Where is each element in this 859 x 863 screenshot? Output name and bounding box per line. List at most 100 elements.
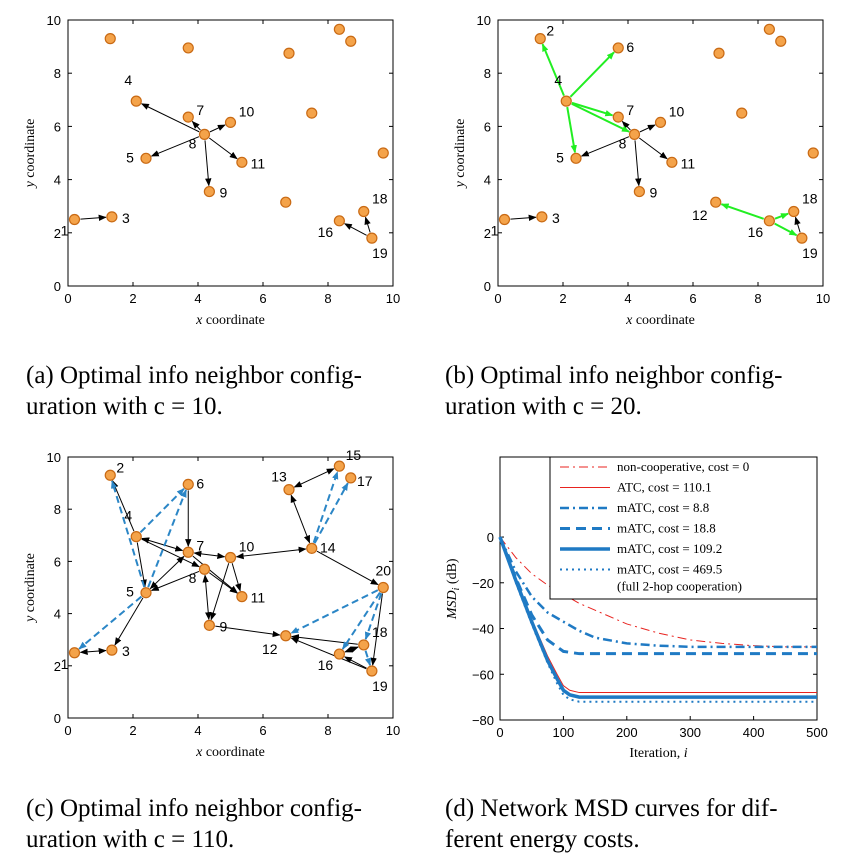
node-label-11: 11 <box>251 590 266 606</box>
node-7 <box>182 111 194 123</box>
y-tick-label: −60 <box>472 667 494 682</box>
node-4 <box>130 95 142 107</box>
node-3 <box>106 211 118 223</box>
edge-4-8 <box>141 538 200 568</box>
node-101 <box>104 33 116 45</box>
node-label-10: 10 <box>669 103 685 119</box>
node-103 <box>713 47 725 59</box>
node-6 <box>182 478 194 491</box>
edge-14-17 <box>313 482 349 544</box>
node-106 <box>736 107 748 119</box>
y-axis-label: y coordinate <box>453 119 468 190</box>
node-9 <box>633 185 645 198</box>
node-2 <box>104 469 116 481</box>
legend-entry-6: mATC, cost = 469.5 <box>617 562 722 577</box>
y-tick-label: 4 <box>54 607 61 622</box>
edge-10-14 <box>235 546 307 560</box>
y-tick-label: 0 <box>54 711 61 726</box>
edge-1-3 <box>79 647 107 656</box>
node-label-5: 5 <box>556 149 564 165</box>
x-axis-label: x coordinate <box>195 313 265 328</box>
node-105 <box>345 35 357 47</box>
x-tick-label: 200 <box>616 725 638 740</box>
node-label-19: 19 <box>372 245 388 261</box>
edge-8-11 <box>209 137 238 160</box>
node-label-6: 6 <box>196 475 204 491</box>
node-3 <box>536 211 548 223</box>
node-label-11: 11 <box>681 155 696 171</box>
node-label-3: 3 <box>122 210 130 226</box>
y-tick-label: 2 <box>484 226 491 241</box>
node-107 <box>377 147 389 159</box>
node-label-17: 17 <box>357 473 373 489</box>
node-10 <box>224 551 237 564</box>
legend-entry-2: ATC, cost = 110.1 <box>617 480 712 495</box>
network-plot-a: 0 2 4 6 8 10 0 2 4 6 8 10 x coordinate y coordinate 1 3… <box>23 13 400 328</box>
node-label-13: 13 <box>271 469 287 485</box>
edge-1-3 <box>510 214 537 221</box>
x-tick-label: 10 <box>816 291 830 306</box>
edge-19-16 <box>343 223 367 236</box>
panel-a: 0 2 4 6 8 10 0 2 4 6 8 10 x coordinate y coordinate 1 3… <box>0 0 430 430</box>
edge-8-10 <box>639 124 656 133</box>
node-15 <box>333 460 345 472</box>
x-axis-label: x coordinate <box>625 313 695 328</box>
node-9 <box>203 619 215 631</box>
edge-4-6 <box>569 51 615 98</box>
node-12 <box>710 196 722 208</box>
node-label-9: 9 <box>649 185 657 201</box>
edge-20-18 <box>364 592 383 640</box>
x-tick-label: 0 <box>64 723 71 738</box>
x-tick-label: 500 <box>806 725 828 740</box>
y-tick-label: 2 <box>54 659 61 674</box>
node-5 <box>140 587 152 599</box>
node-label-20: 20 <box>375 563 391 579</box>
node-label-16: 16 <box>318 224 334 240</box>
legend-entry-5: mATC, cost = 109.2 <box>617 541 722 556</box>
edge-4-5 <box>566 106 577 154</box>
edge-7-11 <box>192 555 238 594</box>
legend-entry-3: mATC, cost = 8.8 <box>617 500 709 515</box>
y-axis-label: MSDi (dB) <box>445 558 462 620</box>
node-10 <box>224 116 237 129</box>
node-label-5: 5 <box>126 584 134 600</box>
node-104 <box>763 23 775 35</box>
edge-8-10 <box>209 124 226 133</box>
node-label-18: 18 <box>372 624 388 640</box>
x-axis-label: Iteration, i <box>629 746 687 761</box>
edge-4-2 <box>112 480 135 532</box>
y-tick-label: 4 <box>484 173 491 188</box>
node-7 <box>612 111 624 123</box>
x-tick-label: 0 <box>496 725 503 740</box>
node-label-10: 10 <box>239 538 255 554</box>
node-18 <box>358 639 370 651</box>
y-tick-label: −40 <box>472 622 494 637</box>
caption-c: (c) Optimal info neighbor config- uratio… <box>26 793 436 855</box>
x-tick-label: 10 <box>386 723 400 738</box>
node-18 <box>788 205 800 218</box>
y-tick-label: −80 <box>472 713 494 728</box>
panel-d: 0 100 200 300 400 500 0 −20 −40 −60 −80 Iteration, … <box>430 445 859 785</box>
caption-b-line-2: uration with c = 20. <box>445 393 642 420</box>
caption-c-line-2: uration with c = 110. <box>26 826 235 853</box>
node-19 <box>366 232 378 244</box>
msd-line-chart: 0 100 200 300 400 500 0 −20 −40 −60 −80 Iteration, … <box>445 456 828 761</box>
y-tick-label: 0 <box>54 279 61 294</box>
x-tick-label: 6 <box>259 291 266 306</box>
x-tick-label: 0 <box>64 291 71 306</box>
node-8 <box>628 128 641 140</box>
node-label-11: 11 <box>251 155 266 171</box>
edge-10-11 <box>231 563 242 592</box>
edge-20-19 <box>370 593 383 666</box>
edge-8-9 <box>634 140 642 187</box>
node-label-7: 7 <box>196 102 204 118</box>
edge-5-7 <box>149 555 185 590</box>
node-label-2: 2 <box>116 459 124 475</box>
y-tick-label: 8 <box>54 502 61 517</box>
node-12 <box>280 630 292 642</box>
caption-a-line-2: uration with c = 10. <box>26 393 223 420</box>
edge-16-18 <box>344 646 359 653</box>
edge-10-9 <box>210 563 230 621</box>
